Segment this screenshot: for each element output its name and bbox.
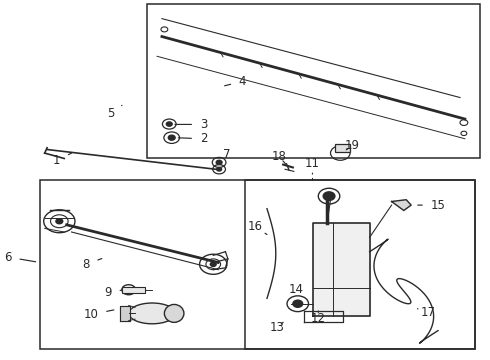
Text: 7: 7 [220,148,230,163]
Ellipse shape [164,305,184,322]
Polygon shape [392,200,411,211]
Circle shape [210,262,216,266]
Text: 11: 11 [305,157,320,174]
Circle shape [217,167,221,171]
Text: 8: 8 [82,258,102,271]
Text: 15: 15 [418,199,445,212]
Text: 19: 19 [345,139,360,152]
Text: 2: 2 [178,132,207,145]
Text: 10: 10 [84,308,114,321]
Polygon shape [121,306,130,320]
Ellipse shape [129,303,175,324]
Text: 16: 16 [247,220,267,234]
Text: 9: 9 [104,287,121,300]
Bar [245,180,475,348]
Circle shape [323,192,335,201]
Text: 17: 17 [417,306,436,319]
Text: 14: 14 [289,283,304,296]
Bar [122,287,146,293]
Circle shape [56,219,63,224]
Circle shape [126,288,132,292]
Bar [40,180,475,348]
Bar [335,144,350,152]
Bar [147,4,480,158]
Text: 12: 12 [311,311,326,325]
Text: 6: 6 [4,251,36,264]
Circle shape [168,135,175,140]
Text: 5: 5 [107,105,122,120]
Circle shape [216,160,222,165]
Circle shape [166,122,172,126]
Circle shape [293,300,303,307]
Text: 1: 1 [53,153,72,167]
Polygon shape [314,223,369,316]
Text: 3: 3 [175,118,207,131]
Text: 18: 18 [272,150,287,164]
Text: 4: 4 [224,75,246,88]
Text: 13: 13 [270,320,284,333]
